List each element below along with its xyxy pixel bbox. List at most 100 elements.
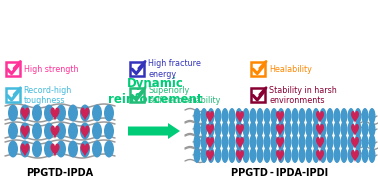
Ellipse shape [235, 134, 243, 150]
Ellipse shape [369, 147, 375, 163]
Ellipse shape [333, 108, 341, 124]
Text: Superiorly
self-recoverability: Superiorly self-recoverability [149, 86, 221, 105]
Ellipse shape [92, 140, 102, 158]
Ellipse shape [194, 121, 200, 137]
Ellipse shape [327, 108, 333, 124]
Ellipse shape [228, 121, 235, 137]
Ellipse shape [8, 123, 18, 139]
Polygon shape [20, 143, 29, 157]
Ellipse shape [104, 123, 114, 139]
Ellipse shape [347, 108, 355, 124]
Ellipse shape [291, 108, 299, 124]
Polygon shape [316, 137, 324, 149]
Ellipse shape [285, 121, 291, 137]
Text: High fracture
energy: High fracture energy [149, 59, 201, 79]
Ellipse shape [92, 123, 102, 139]
Ellipse shape [68, 123, 78, 139]
Ellipse shape [313, 134, 319, 150]
Ellipse shape [319, 108, 327, 124]
Ellipse shape [263, 121, 271, 137]
Ellipse shape [347, 147, 355, 163]
Ellipse shape [313, 147, 319, 163]
Ellipse shape [194, 147, 200, 163]
Ellipse shape [208, 108, 214, 124]
Polygon shape [276, 124, 284, 136]
Polygon shape [236, 150, 244, 162]
Ellipse shape [327, 121, 333, 137]
Ellipse shape [341, 108, 347, 124]
Ellipse shape [285, 134, 291, 150]
Polygon shape [236, 124, 244, 136]
Ellipse shape [228, 147, 235, 163]
Ellipse shape [299, 108, 305, 124]
Ellipse shape [355, 121, 361, 137]
Ellipse shape [249, 147, 257, 163]
Ellipse shape [333, 121, 341, 137]
Ellipse shape [214, 134, 222, 150]
Ellipse shape [347, 134, 355, 150]
Polygon shape [20, 108, 29, 121]
Ellipse shape [361, 134, 369, 150]
Ellipse shape [56, 140, 66, 158]
Ellipse shape [299, 134, 305, 150]
Ellipse shape [327, 147, 333, 163]
Polygon shape [276, 137, 284, 149]
Ellipse shape [263, 147, 271, 163]
Text: PPGTD-IPDA: PPGTD-IPDA [26, 168, 94, 178]
Ellipse shape [80, 105, 90, 121]
Ellipse shape [92, 105, 102, 121]
Ellipse shape [20, 105, 30, 121]
Ellipse shape [243, 134, 249, 150]
Ellipse shape [243, 147, 249, 163]
Ellipse shape [305, 108, 313, 124]
Ellipse shape [285, 108, 291, 124]
Polygon shape [236, 137, 244, 149]
Ellipse shape [277, 121, 285, 137]
Ellipse shape [20, 123, 30, 139]
Ellipse shape [194, 134, 200, 150]
Ellipse shape [44, 140, 54, 158]
Ellipse shape [56, 105, 66, 121]
Polygon shape [51, 143, 59, 157]
Polygon shape [316, 150, 324, 162]
Ellipse shape [313, 121, 319, 137]
Ellipse shape [369, 121, 375, 137]
Ellipse shape [291, 134, 299, 150]
Ellipse shape [319, 134, 327, 150]
Ellipse shape [313, 108, 319, 124]
Ellipse shape [305, 121, 313, 137]
Polygon shape [351, 124, 359, 136]
Ellipse shape [341, 147, 347, 163]
Ellipse shape [200, 121, 208, 137]
Ellipse shape [32, 105, 42, 121]
Ellipse shape [361, 108, 369, 124]
Text: Dynamic
reinforcement: Dynamic reinforcement [108, 77, 202, 106]
Ellipse shape [299, 121, 305, 137]
Ellipse shape [222, 147, 228, 163]
Ellipse shape [361, 147, 369, 163]
Ellipse shape [319, 147, 327, 163]
Ellipse shape [20, 140, 30, 158]
Ellipse shape [257, 147, 263, 163]
Polygon shape [276, 150, 284, 162]
Ellipse shape [214, 108, 222, 124]
Ellipse shape [341, 121, 347, 137]
Polygon shape [81, 126, 90, 139]
Ellipse shape [235, 147, 243, 163]
Ellipse shape [208, 147, 214, 163]
Ellipse shape [200, 147, 208, 163]
Polygon shape [206, 137, 214, 149]
Ellipse shape [319, 121, 327, 137]
Ellipse shape [228, 134, 235, 150]
Ellipse shape [333, 134, 341, 150]
FancyArrow shape [128, 123, 180, 139]
Ellipse shape [80, 123, 90, 139]
Polygon shape [351, 111, 359, 123]
Ellipse shape [361, 121, 369, 137]
Polygon shape [206, 150, 214, 162]
Ellipse shape [243, 108, 249, 124]
Ellipse shape [222, 121, 228, 137]
Ellipse shape [355, 134, 361, 150]
Ellipse shape [32, 123, 42, 139]
Ellipse shape [200, 108, 208, 124]
